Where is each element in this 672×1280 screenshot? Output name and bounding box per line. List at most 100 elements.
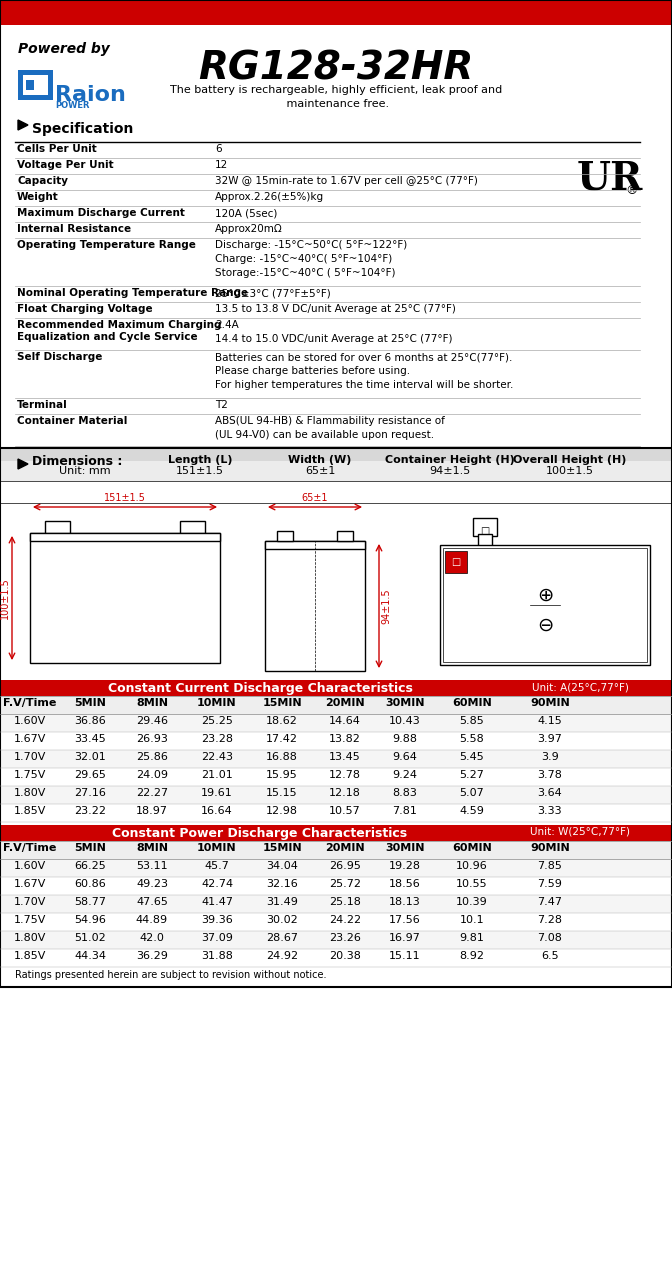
Text: 5.58: 5.58 — [460, 733, 485, 744]
Bar — [23, 76, 48, 95]
Text: 10MIN: 10MIN — [197, 698, 237, 708]
Text: 4.15: 4.15 — [538, 716, 562, 726]
Text: Specification: Specification — [32, 122, 133, 136]
Bar — [443, 548, 647, 662]
Text: 31.49: 31.49 — [266, 897, 298, 908]
Text: 5.07: 5.07 — [460, 788, 485, 797]
Text: 10.57: 10.57 — [329, 806, 361, 817]
Text: 33.45: 33.45 — [74, 733, 106, 744]
Bar — [30, 532, 220, 663]
Bar — [0, 948, 672, 966]
Text: 1.85V: 1.85V — [14, 806, 46, 817]
Text: 47.65: 47.65 — [136, 897, 168, 908]
Bar — [277, 531, 293, 541]
Text: 45.7: 45.7 — [204, 861, 229, 870]
Text: 17.42: 17.42 — [266, 733, 298, 744]
Text: 1.75V: 1.75V — [14, 915, 46, 925]
Bar — [0, 826, 672, 841]
Text: Please charge batteries before using.: Please charge batteries before using. — [215, 366, 410, 376]
Text: 36.29: 36.29 — [136, 951, 168, 961]
Bar — [337, 531, 353, 541]
Text: Self Discharge: Self Discharge — [17, 352, 102, 362]
Bar — [0, 859, 672, 877]
Text: 31.88: 31.88 — [201, 951, 233, 961]
Text: ®: ® — [625, 184, 638, 197]
Text: 12: 12 — [215, 160, 228, 170]
Bar — [473, 518, 497, 536]
Text: 13.45: 13.45 — [329, 751, 361, 762]
Text: 19.28: 19.28 — [389, 861, 421, 870]
Text: 14.64: 14.64 — [329, 716, 361, 726]
Text: 15.95: 15.95 — [266, 771, 298, 780]
Text: 12.98: 12.98 — [266, 806, 298, 817]
Text: Unit: mm: Unit: mm — [59, 466, 111, 476]
Text: 8.83: 8.83 — [392, 788, 417, 797]
Text: 10.96: 10.96 — [456, 861, 488, 870]
Bar — [0, 786, 672, 804]
Text: 10MIN: 10MIN — [197, 844, 237, 852]
Text: 60.86: 60.86 — [74, 879, 106, 890]
Text: 51.02: 51.02 — [74, 933, 106, 943]
Text: 20.38: 20.38 — [329, 951, 361, 961]
Text: Container Material: Container Material — [17, 416, 128, 426]
Text: 28.67: 28.67 — [266, 933, 298, 943]
Text: 9.81: 9.81 — [460, 933, 485, 943]
Text: 1.80V: 1.80V — [14, 788, 46, 797]
Text: 1.67V: 1.67V — [14, 733, 46, 744]
Text: 16.97: 16.97 — [389, 933, 421, 943]
Text: Storage:-15°C~40°C ( 5°F~104°F): Storage:-15°C~40°C ( 5°F~104°F) — [215, 268, 396, 278]
Text: 24.22: 24.22 — [329, 915, 361, 925]
Text: 15MIN: 15MIN — [262, 844, 302, 852]
Text: 24.09: 24.09 — [136, 771, 168, 780]
Polygon shape — [18, 460, 28, 468]
Text: 10.1: 10.1 — [460, 915, 485, 925]
Bar — [440, 545, 650, 666]
Text: 25.72: 25.72 — [329, 879, 361, 890]
Text: 23.28: 23.28 — [201, 733, 233, 744]
Text: 10.39: 10.39 — [456, 897, 488, 908]
Text: Recommended Maximum Charging
Equalization and Cycle Service: Recommended Maximum Charging Equalizatio… — [17, 320, 222, 342]
Text: Ratings presented herein are subject to revision without notice.: Ratings presented herein are subject to … — [15, 970, 327, 980]
Text: 39.36: 39.36 — [201, 915, 233, 925]
Text: 32.01: 32.01 — [74, 751, 106, 762]
Text: 8.92: 8.92 — [460, 951, 485, 961]
Polygon shape — [18, 120, 28, 131]
Text: 1.85V: 1.85V — [14, 951, 46, 961]
Text: Voltage Per Unit: Voltage Per Unit — [17, 160, 114, 170]
Text: 1.67V: 1.67V — [14, 879, 46, 890]
Text: 60MIN: 60MIN — [452, 844, 492, 852]
Text: 9.64: 9.64 — [392, 751, 417, 762]
Text: 22.43: 22.43 — [201, 751, 233, 762]
Text: 25.25: 25.25 — [201, 716, 233, 726]
Text: 44.89: 44.89 — [136, 915, 168, 925]
Text: 44.34: 44.34 — [74, 951, 106, 961]
Text: 5.85: 5.85 — [460, 716, 485, 726]
Text: 10.43: 10.43 — [389, 716, 421, 726]
Text: 25.18: 25.18 — [329, 897, 361, 908]
Bar — [0, 696, 672, 714]
Text: 18.62: 18.62 — [266, 716, 298, 726]
Bar — [0, 461, 672, 481]
Text: 41.47: 41.47 — [201, 897, 233, 908]
Text: T2: T2 — [215, 399, 228, 410]
Text: 151±1.5: 151±1.5 — [104, 493, 146, 503]
Text: 15MIN: 15MIN — [262, 698, 302, 708]
Text: 16.88: 16.88 — [266, 751, 298, 762]
Text: RG128-32HR: RG128-32HR — [198, 50, 474, 88]
Text: 1.80V: 1.80V — [14, 933, 46, 943]
Text: 7.47: 7.47 — [538, 897, 562, 908]
Bar — [0, 732, 672, 750]
Text: Internal Resistance: Internal Resistance — [17, 224, 131, 234]
Text: ABS(UL 94-HB) & Flammability resistance of: ABS(UL 94-HB) & Flammability resistance … — [215, 416, 445, 426]
Text: 94±1.5: 94±1.5 — [381, 589, 391, 623]
Text: 32W @ 15min-rate to 1.67V per cell @25°C (77°F): 32W @ 15min-rate to 1.67V per cell @25°C… — [215, 175, 478, 186]
Text: 54.96: 54.96 — [74, 915, 106, 925]
Text: 26.93: 26.93 — [136, 733, 168, 744]
Text: 20MIN: 20MIN — [325, 844, 365, 852]
Text: POWER: POWER — [55, 101, 89, 110]
Text: 2.4A: 2.4A — [215, 320, 239, 330]
Text: Capacity: Capacity — [17, 175, 68, 186]
Text: □: □ — [452, 557, 460, 567]
Bar — [0, 750, 672, 768]
Text: ⊖: ⊖ — [537, 616, 553, 635]
